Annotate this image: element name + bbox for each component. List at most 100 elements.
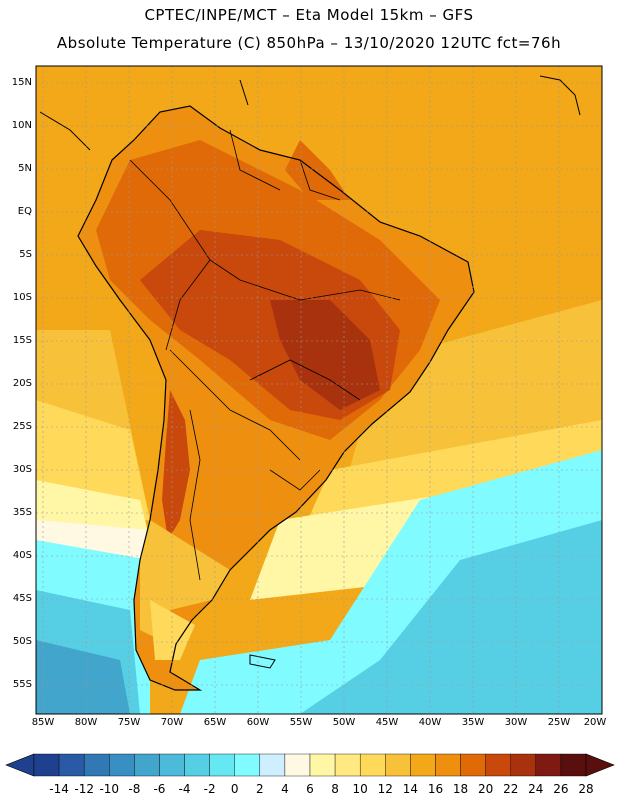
colorbar-cell xyxy=(33,753,60,777)
lat-label: 5S xyxy=(19,249,32,260)
colorbar-cell xyxy=(560,753,587,777)
land-very-hot-region xyxy=(270,300,380,410)
country-borders xyxy=(129,129,401,581)
colorbar-cell xyxy=(435,753,461,777)
pacific-deep-band xyxy=(36,640,130,714)
border-line xyxy=(169,349,301,461)
lat-label: 5N xyxy=(18,163,32,174)
colorbar-label: 4 xyxy=(281,782,289,796)
colorbar-label: 14 xyxy=(402,782,418,796)
map-field xyxy=(36,66,602,714)
colorbar-cell xyxy=(134,753,160,777)
lon-label: 70W xyxy=(160,717,184,728)
border-line xyxy=(269,469,321,491)
caribbean-islands xyxy=(39,75,581,669)
lon-label: 60W xyxy=(246,717,270,728)
border-line xyxy=(165,259,211,351)
colorbar-cell xyxy=(385,753,411,777)
falkland-islands xyxy=(249,654,276,669)
map-frame xyxy=(35,65,603,715)
colorbar-cell xyxy=(460,753,486,777)
lon-label: 25W xyxy=(547,717,571,728)
lat-label: 50S xyxy=(12,636,32,647)
colorbar-label: 18 xyxy=(452,782,469,796)
colorbar-label: 6 xyxy=(306,782,314,796)
lon-label: 50W xyxy=(332,717,356,728)
colorbar-label: -10 xyxy=(99,782,120,796)
colorbar-label: 12 xyxy=(377,782,393,796)
island-chain xyxy=(239,79,249,106)
coastline xyxy=(77,105,475,691)
lon-label: 85W xyxy=(31,717,55,728)
colorbar-cell xyxy=(485,753,511,777)
colorbar-label: 24 xyxy=(528,782,544,796)
colorbar-cell xyxy=(159,753,185,777)
border-line xyxy=(189,409,201,581)
lat-label: 35S xyxy=(12,507,32,518)
colorbar-right-arrow xyxy=(585,753,615,777)
colorbar-cell xyxy=(410,753,436,777)
colorbar-label: 0 xyxy=(230,782,239,796)
colorbar-label: 16 xyxy=(427,782,444,796)
lon-label: 75W xyxy=(117,717,141,728)
colorbar-cell xyxy=(58,753,85,777)
colorbar-label: 10 xyxy=(352,782,368,796)
colorbar-cell xyxy=(284,753,311,777)
colorbar-cell xyxy=(83,753,110,777)
colorbar-label: 20 xyxy=(477,782,494,796)
border-line xyxy=(249,359,361,401)
border-line xyxy=(229,129,281,191)
border-line xyxy=(299,159,341,201)
lat-label: 55S xyxy=(12,679,32,690)
lon-label: 35W xyxy=(461,717,485,728)
lat-label: EQ xyxy=(17,206,32,217)
lon-label: 45W xyxy=(375,717,399,728)
central-america-coast xyxy=(39,111,91,151)
colorbar-label: -6 xyxy=(153,782,166,796)
border-line xyxy=(239,279,401,301)
colorbar-cell xyxy=(209,753,235,777)
colorbar-cell xyxy=(259,753,286,777)
andes-hot-strip xyxy=(162,390,190,540)
colorbar-left-arrow xyxy=(5,753,35,777)
colorbar-cells xyxy=(5,753,615,777)
lat-label: 10S xyxy=(12,292,32,303)
title-line-1: CPTEC/INPE/MCT – Eta Model 15km – GFS xyxy=(144,6,474,24)
lon-label: 30W xyxy=(504,717,528,728)
colorbar xyxy=(5,753,615,777)
colorbar-cell xyxy=(109,753,135,777)
colorbar-cell xyxy=(184,753,210,777)
border-line xyxy=(129,159,241,281)
colorbar-cell xyxy=(359,753,386,777)
lat-label: 45S xyxy=(12,593,32,604)
colorbar-label: 8 xyxy=(331,782,339,796)
colorbar-label: 22 xyxy=(503,782,519,796)
lon-label: 65W xyxy=(203,717,227,728)
lat-label: 25S xyxy=(12,421,32,432)
colorbar-cell xyxy=(234,753,261,777)
colorbar-label: -4 xyxy=(178,782,191,796)
colorbar-cell xyxy=(510,753,537,777)
colorbar-cell xyxy=(334,753,361,777)
lon-label: 40W xyxy=(418,717,442,728)
grid-lines xyxy=(36,66,602,714)
atlantic-teal-band xyxy=(300,520,602,714)
lon-label: 55W xyxy=(289,717,313,728)
title-line-2: Absolute Temperature (C) 850hPa – 13/10/… xyxy=(56,34,562,52)
colorbar-label: -14 xyxy=(49,782,69,796)
colorbar-label: 2 xyxy=(255,782,264,796)
colorbar-label: 28 xyxy=(578,782,594,796)
tierra-light-region xyxy=(150,600,195,660)
lat-label: 30S xyxy=(12,464,32,475)
colorbar-label: -2 xyxy=(203,782,216,796)
colorbar-label: -12 xyxy=(74,782,94,796)
island-chain xyxy=(539,75,581,116)
colorbar-label: -8 xyxy=(128,782,141,796)
colorbar-label: 26 xyxy=(553,782,569,796)
lat-label: 20S xyxy=(12,378,32,389)
lat-label: 15N xyxy=(11,77,32,88)
lat-label: 10N xyxy=(11,120,32,131)
colorbar-cell xyxy=(309,753,336,777)
lat-label: 15S xyxy=(12,335,32,346)
